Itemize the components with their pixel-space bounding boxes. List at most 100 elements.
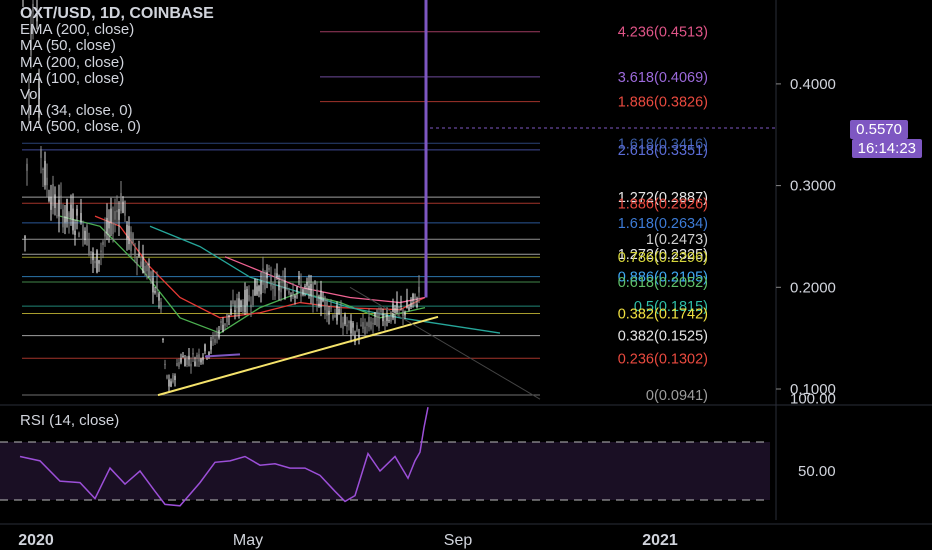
candle-body xyxy=(268,267,270,270)
candle-body xyxy=(202,357,204,361)
candle-body xyxy=(56,215,58,217)
candle-body xyxy=(224,323,226,326)
indicator-ma34[interactable]: MA (34, close, 0) xyxy=(20,102,133,120)
candle-body xyxy=(186,356,188,365)
candle-body xyxy=(208,351,210,356)
time-tick-label: 2020 xyxy=(18,532,54,549)
candle-body xyxy=(310,284,312,296)
indicator-volume[interactable]: Vol xyxy=(20,86,41,104)
candle-body xyxy=(308,285,310,291)
rsi-label: RSI (14, close) xyxy=(20,412,120,429)
candle-body xyxy=(258,285,260,292)
indicator-ma50[interactable]: MA (50, close) xyxy=(20,37,116,55)
candle-body xyxy=(68,212,70,218)
rsi-band xyxy=(0,442,770,500)
candle-body xyxy=(152,277,154,293)
candle-body xyxy=(276,273,278,278)
moving-averages xyxy=(59,215,501,334)
candle-body xyxy=(280,285,282,293)
candle-body xyxy=(266,271,268,279)
candle-body xyxy=(376,310,378,327)
candle-body xyxy=(404,312,406,316)
candle-body xyxy=(78,232,80,238)
fib-label-lower: 1.886(0.3826) xyxy=(618,95,708,111)
candle-body xyxy=(42,169,44,171)
trendlines xyxy=(157,286,541,400)
candle-body xyxy=(316,289,318,302)
candle-body xyxy=(146,264,148,272)
candle-body xyxy=(110,208,112,223)
candle-body xyxy=(234,310,236,313)
candle-body xyxy=(366,322,368,326)
candle-body xyxy=(326,300,328,316)
candle-body xyxy=(164,363,166,366)
candle-body xyxy=(220,321,222,323)
candle-body xyxy=(50,196,52,210)
candle-body xyxy=(348,321,350,324)
candle-body xyxy=(226,313,228,323)
candle-body xyxy=(214,338,216,343)
candle-body xyxy=(70,204,72,219)
candle-body xyxy=(294,295,296,298)
candle-body xyxy=(200,358,202,363)
candle-body xyxy=(264,271,266,290)
candle-body xyxy=(210,340,212,350)
candle-body xyxy=(406,299,408,309)
candle-body xyxy=(124,200,126,216)
candle-body xyxy=(122,201,124,213)
candle-body xyxy=(98,260,100,264)
candle-body xyxy=(176,362,178,366)
candle-body xyxy=(116,210,118,213)
candle-body xyxy=(74,230,76,235)
indicator-ema200[interactable]: EMA (200, close) xyxy=(20,21,135,39)
candle-body xyxy=(370,321,372,329)
candle-body xyxy=(58,199,60,217)
indicator-ma500[interactable]: MA (500, close, 0) xyxy=(20,118,141,136)
fib-label-lower: 0.786(0.2296) xyxy=(618,250,708,266)
candle-body xyxy=(166,375,168,379)
candle-body xyxy=(140,261,142,267)
candle-body xyxy=(324,297,326,311)
candle-body xyxy=(244,289,246,313)
candle-body xyxy=(384,320,386,326)
indicator-ma200[interactable]: MA (200, close) xyxy=(20,53,125,71)
candle-body xyxy=(368,316,370,328)
candle-body xyxy=(108,221,110,229)
candle-body xyxy=(158,293,160,301)
candle-body xyxy=(338,308,340,314)
time-tick-label: Sep xyxy=(444,532,473,549)
candle-body xyxy=(332,315,334,319)
indicator-ma100[interactable]: MA (100, close) xyxy=(20,69,125,87)
candle-body xyxy=(216,331,218,336)
candle-body xyxy=(286,288,288,290)
candle-body xyxy=(394,307,396,314)
fib-label-lower: 0.5(0.1815) xyxy=(634,299,708,315)
candle-body xyxy=(94,261,96,264)
candle-body xyxy=(180,358,182,363)
spike-candle xyxy=(424,0,428,298)
price-axis: 0.70000.60000.50000.40000.30000.20000.10… xyxy=(430,0,836,520)
candle-body xyxy=(362,322,364,329)
candle-body xyxy=(130,231,132,252)
candle-body xyxy=(174,375,176,381)
candle-body xyxy=(32,3,34,12)
candle-body xyxy=(284,280,286,299)
candle-body xyxy=(154,290,156,293)
candle-body xyxy=(38,79,40,118)
ema-200-line xyxy=(224,256,426,304)
candle-body xyxy=(28,90,30,119)
candle-body xyxy=(52,183,54,206)
symbol-title: OXT/USD, 1D, COINBASE xyxy=(20,5,214,22)
fib-label-lower: 1.886(0.2826) xyxy=(618,196,708,212)
candle-body xyxy=(378,312,380,329)
fib-label-lower: 0.382(0.1525) xyxy=(618,329,708,345)
candle-body xyxy=(344,314,346,325)
candle-body xyxy=(400,305,402,307)
candle-body xyxy=(134,248,136,256)
candle-body xyxy=(340,309,342,328)
candle-body xyxy=(126,224,128,240)
candle-body xyxy=(250,304,252,308)
candle-body xyxy=(60,195,62,198)
candle-body xyxy=(120,193,122,211)
